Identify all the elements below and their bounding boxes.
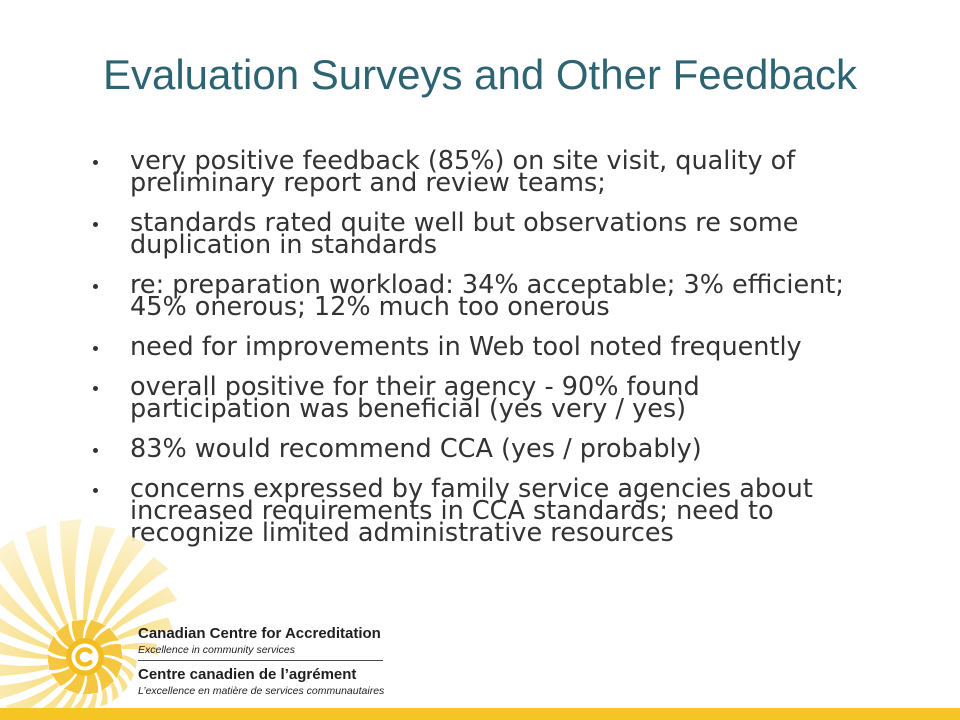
bullet-icon <box>93 284 98 289</box>
bullet-item: standards rated quite well but observati… <box>93 208 844 260</box>
bullet-item: concerns expressed by family service age… <box>93 474 844 548</box>
logo-ray <box>121 643 158 656</box>
logo-ray <box>0 674 54 700</box>
bullet-icon <box>93 386 98 391</box>
bullet-list: very positive feedback (85%) on site vis… <box>93 146 844 562</box>
logo-ray <box>121 664 135 682</box>
bullet-item: very positive feedback (85%) on site vis… <box>93 146 844 198</box>
logo-tagline-fr: L’excellence en matière de services comm… <box>138 685 385 697</box>
slide-title: Evaluation Surveys and Other Feedback <box>102 51 858 98</box>
logo-blade <box>47 654 69 671</box>
logo-ray <box>122 655 137 670</box>
logo-divider <box>138 660 383 661</box>
bullet-item: 83% would recommend CCA (yes / probably) <box>93 434 844 464</box>
bullet-text-line: standards rated quite well but observati… <box>130 208 799 238</box>
bullet-text-line: recognize limited administrative resourc… <box>130 518 674 548</box>
bullet-icon <box>93 346 98 351</box>
logo-rays <box>0 519 178 720</box>
logo-c-mark <box>75 647 93 667</box>
logo-ray <box>25 524 68 626</box>
bullet-icon <box>93 448 98 453</box>
logo-ray <box>0 582 54 640</box>
bullet-text-line: 83% would recommend CCA (yes / probably) <box>130 434 702 464</box>
logo-ray <box>83 525 116 620</box>
bullet-text-line: overall positive for their agency - 90% … <box>130 372 700 402</box>
logo-blade <box>50 668 76 687</box>
logo-ray <box>110 682 119 702</box>
logo-ray <box>99 688 108 707</box>
bullet-text-line: need for improvements in Web tool noted … <box>130 332 802 362</box>
bullet-icon <box>93 488 98 493</box>
logo-ray <box>86 693 97 709</box>
bullet-icon <box>93 222 98 227</box>
logo-blade <box>47 635 68 657</box>
bullet-item: need for improvements in Web tool noted … <box>93 332 844 362</box>
bullet-text-line: participation was beneficial (yes very /… <box>130 394 687 424</box>
bullet-text-line: preliminary report and review teams; <box>130 168 606 198</box>
logo-ray <box>102 557 169 626</box>
logo-blade <box>94 627 120 646</box>
bottom-accent-bar <box>0 708 960 720</box>
bullet-text-line: re: preparation workload: 34% acceptable… <box>130 270 844 300</box>
logo-blade-ring <box>47 619 123 695</box>
logo-blade <box>71 619 88 641</box>
logo-blade <box>55 622 74 648</box>
bullet-text-line: duplication in standards <box>130 230 438 260</box>
logo-ray <box>92 535 147 621</box>
logo-ray <box>0 539 60 632</box>
logo-ray <box>116 674 128 693</box>
logo-wordmark: Canadian Centre for Accreditation Excell… <box>138 620 398 702</box>
logo-ray <box>72 694 87 709</box>
bullet-item: overall positive for their agency - 90% … <box>93 372 844 424</box>
logo-blade <box>101 643 123 660</box>
logo-name-en: Canadian Centre for Accreditation <box>138 625 381 642</box>
cca-logo-icon <box>0 519 178 720</box>
logo-ray <box>116 617 174 640</box>
bullet-text-line: increased requirements in CCA standards;… <box>130 496 774 526</box>
logo-blade <box>85 619 107 640</box>
bullet-item: re: preparation workload: 34% acceptable… <box>93 270 844 322</box>
logo-tagline-en: Excellence in community services <box>138 644 295 656</box>
bullet-text-line: 45% onerous; 12% much too onerous <box>130 292 610 322</box>
bullet-text-line: concerns expressed by family service age… <box>130 474 813 504</box>
logo-blade <box>96 666 115 692</box>
logo-blade <box>63 674 85 695</box>
logo-ray <box>59 519 82 621</box>
logo-ray <box>0 664 49 677</box>
logo-ray <box>0 641 48 659</box>
logo-name-fr: Centre canadien de l’agrément <box>138 666 357 683</box>
logo-ray <box>0 617 49 650</box>
bullet-text-line: very positive feedback (85%) on site vis… <box>130 146 796 176</box>
bullet-icon <box>93 160 98 165</box>
logo-blade <box>82 673 99 695</box>
logo-ray <box>110 586 178 632</box>
logo-blade <box>102 657 123 679</box>
